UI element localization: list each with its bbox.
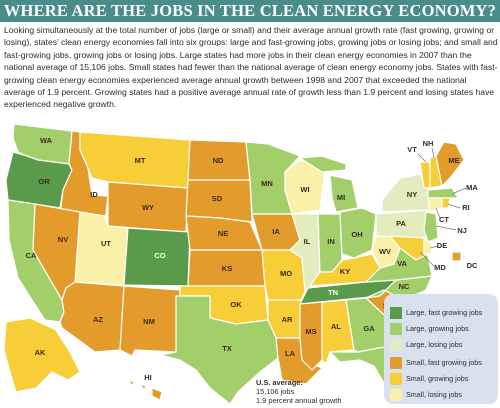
state-label-co: CO [154, 251, 165, 260]
legend-label: Large, growing jobs [406, 324, 469, 333]
state-ne[interactable] [185, 215, 263, 251]
state-ri[interactable] [441, 197, 451, 209]
legend-swatch [390, 373, 402, 385]
state-label-ia: IA [272, 227, 280, 236]
state-label-sd: SD [212, 194, 223, 203]
state-md[interactable] [389, 235, 425, 261]
state-label-az: AZ [93, 315, 103, 324]
state-label-wy: WY [142, 203, 154, 212]
us-average-growth: 1.9 percent annual growth [256, 396, 342, 405]
title-banner: WHERE ARE THE JOBS IN THE CLEAN ENERGY E… [0, 0, 500, 22]
state-label-al: AL [331, 322, 341, 331]
legend-swatch [390, 339, 402, 351]
legend-label: Small, growing jobs [406, 374, 469, 383]
state-label-pa: PA [396, 219, 406, 228]
legend-swatch [390, 389, 402, 401]
state-label-ga: GA [363, 324, 375, 333]
legend-item-large-growing: Large, growing jobs [390, 323, 498, 336]
state-label-ny: NY [407, 190, 417, 199]
state-label-il: IL [304, 237, 311, 246]
state-ct[interactable] [427, 197, 443, 213]
state-label-ms: MS [305, 327, 316, 336]
us-average-heading: U.S. average: [256, 378, 303, 387]
state-label-de: DE [437, 241, 447, 250]
state-label-ok: OK [230, 300, 242, 309]
intro-paragraph: Looking simultaneously at the total numb… [4, 25, 498, 110]
legend-swatch [390, 307, 402, 319]
legend-item-large-losing: Large, losing jobs [390, 339, 498, 352]
state-label-md: MD [434, 263, 446, 272]
state-label-mo: MO [280, 269, 292, 278]
state-label-mt: MT [135, 156, 146, 165]
page-title: WHERE ARE THE JOBS IN THE CLEAN ENERGY E… [3, 1, 497, 20]
state-mi[interactable] [299, 155, 359, 213]
legend-item-large-fast: Large, fast growing jobs [390, 307, 498, 320]
state-label-tn: TN [328, 288, 338, 297]
state-ak[interactable] [3, 317, 81, 393]
legend-label: Large, fast growing jobs [406, 308, 483, 317]
state-label-me: ME [448, 156, 459, 165]
state-label-va: VA [397, 259, 407, 268]
state-label-vt: VT [407, 145, 417, 154]
us-average: U.S. average: 15,106 jobs 1.9 percent an… [256, 378, 341, 405]
state-label-wa: WA [40, 136, 53, 145]
legend-label: Small, losing jobs [406, 390, 462, 399]
state-hi[interactable] [127, 379, 163, 401]
us-average-jobs: 15,106 jobs [256, 387, 295, 396]
state-labels: WA OR CA ID NV MT WY UT CO AZ NM ND SD N… [26, 136, 479, 382]
state-label-wv: WV [379, 247, 391, 256]
state-label-ks: KS [222, 264, 232, 273]
state-nj[interactable] [423, 211, 439, 243]
state-label-la: LA [285, 349, 296, 358]
state-label-wi: WI [300, 185, 309, 194]
state-label-dc: DC [467, 261, 478, 270]
legend-item-small-growing: Small, growing jobs [390, 373, 498, 386]
state-label-nh: NH [423, 139, 434, 148]
state-label-or: OR [38, 177, 50, 186]
intro-text: Looking simultaneously at the total numb… [4, 24, 498, 111]
state-label-ri: RI [462, 203, 470, 212]
state-label-nv: NV [58, 235, 68, 244]
state-label-ky: KY [340, 267, 350, 276]
state-label-hi: HI [144, 373, 152, 382]
state-label-ct: CT [439, 215, 449, 224]
state-label-nc: NC [399, 282, 410, 291]
state-az[interactable] [59, 281, 125, 353]
state-label-id: ID [90, 190, 98, 199]
state-dc[interactable] [451, 251, 462, 262]
state-label-oh: OH [351, 230, 362, 239]
state-label-ut: UT [101, 239, 111, 248]
state-label-nd: ND [213, 156, 224, 165]
state-label-ne: NE [218, 229, 228, 238]
state-label-in: IN [327, 237, 335, 246]
legend-item-small-fast: Small, fast growing jobs [390, 357, 498, 370]
state-label-nj: NJ [457, 226, 467, 235]
state-wi[interactable] [284, 159, 326, 215]
legend-swatch [390, 323, 402, 335]
state-tx[interactable] [159, 295, 279, 405]
legend-swatch [390, 357, 402, 369]
state-label-mn: MN [261, 179, 273, 188]
legend-item-small-losing: Small, losing jobs [390, 389, 498, 402]
state-label-mi: MI [337, 193, 345, 202]
state-ms[interactable] [299, 301, 323, 371]
state-label-nm: NM [143, 317, 155, 326]
state-label-ma: MA [466, 183, 478, 192]
legend-label: Small, fast growing jobs [406, 358, 482, 367]
state-label-tx: TX [222, 344, 232, 353]
legend-label: Large, losing jobs [406, 340, 463, 349]
state-me[interactable] [435, 141, 465, 187]
state-label-ar: AR [282, 315, 293, 324]
state-label-ak: AK [35, 348, 46, 357]
callout-lines [417, 147, 467, 267]
legend: Large, fast growing jobs Large, growing … [384, 294, 498, 404]
state-label-ca: CA [26, 251, 37, 260]
